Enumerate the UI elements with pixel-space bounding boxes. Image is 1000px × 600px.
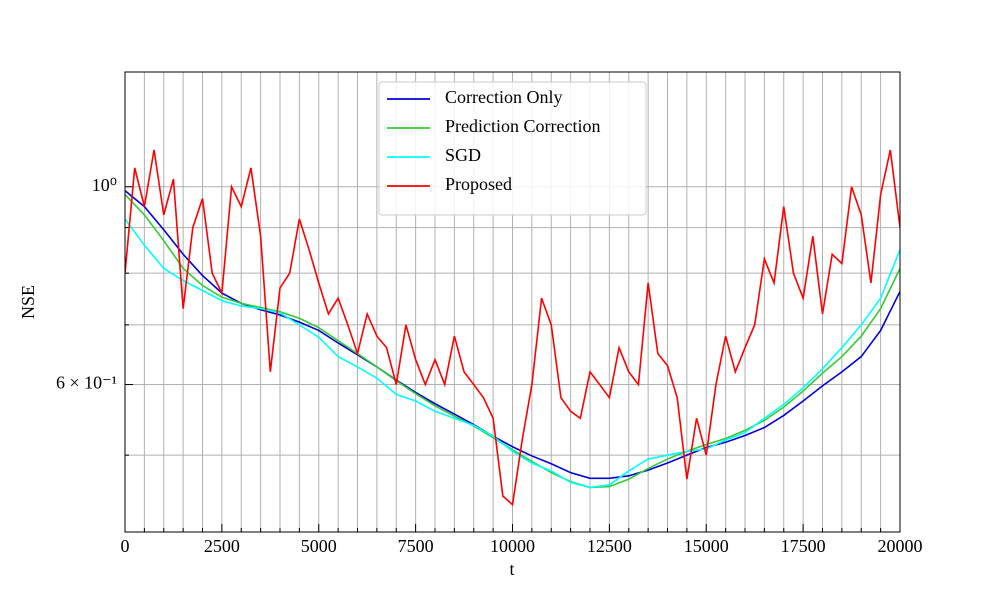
y-axis-label: NSE [18,285,38,319]
x-tick-label: 15000 [684,536,729,556]
legend: Correction Only Prediction Correction SGD P… [378,81,647,216]
x-tick-label: 12500 [587,536,632,556]
x-tick-label: 7500 [398,536,434,556]
series-line [125,218,900,489]
y-tick-label: 10⁰ [92,175,117,195]
series-line [125,194,900,489]
x-axis-label: t [509,559,514,579]
legend-label: Prediction Correction [445,116,600,136]
legend-label: SGD [445,145,481,165]
x-tick-label: 10000 [490,536,535,556]
x-tick-label: 2500 [204,536,240,556]
x-tick-label: 20000 [878,536,923,556]
x-tick-label: 17500 [781,536,826,556]
x-tick-label: 5000 [301,536,337,556]
legend-label: Correction Only [445,87,562,107]
series-line [125,149,900,507]
legend-label: Proposed [445,174,512,194]
plot-frame [124,71,901,533]
y-tick-label: 6 × 10⁻¹ [56,373,117,393]
legend-box [378,81,647,216]
x-tick-label: 0 [121,536,130,556]
